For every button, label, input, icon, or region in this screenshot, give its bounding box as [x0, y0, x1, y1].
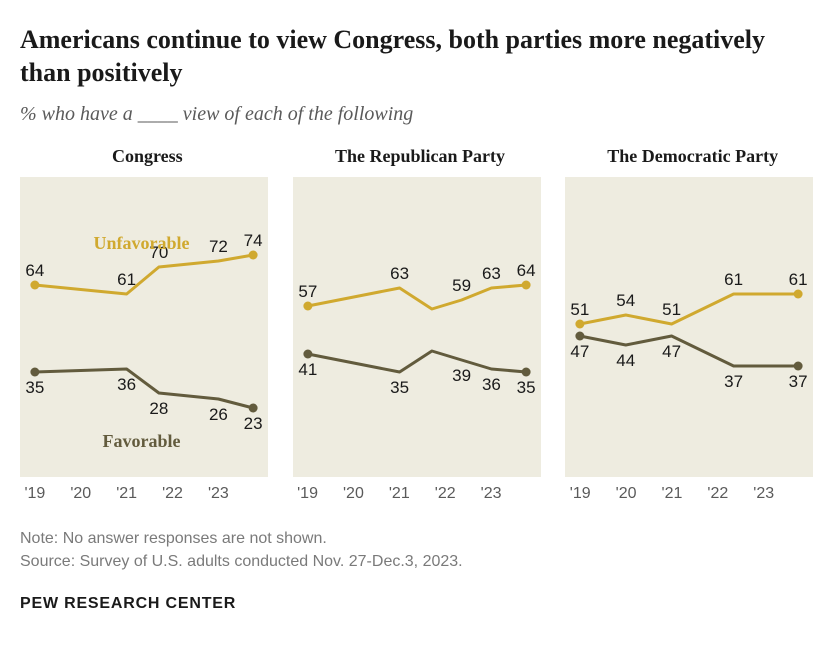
chart-panel: The Republican Party 57 63 59 63 64 41 35 39 36 35…	[293, 146, 548, 505]
value-label: 35	[390, 378, 409, 397]
value-label: 59	[452, 276, 471, 295]
value-label: 35	[25, 378, 44, 397]
x-tick: '19	[24, 485, 45, 503]
line-chart: 51 54 51 61 61 47 44 47 37 37	[565, 177, 813, 477]
x-tick: '20	[616, 485, 637, 503]
line-chart: 57 63 59 63 64 41 35 39 36 35	[293, 177, 541, 477]
value-label: 37	[725, 372, 744, 391]
attribution: PEW RESEARCH CENTER	[20, 595, 820, 613]
unfavorable-marker	[303, 302, 312, 311]
x-axis: '19 '20 '21 '22 '23	[293, 485, 541, 505]
x-tick: '21	[116, 485, 137, 503]
favorable-marker	[521, 368, 530, 377]
series-label-unfavorable: Unfavorable	[94, 233, 190, 253]
chart-panels: Congress64617072743536282623UnfavorableF…	[20, 146, 820, 505]
panel-title: Congress	[20, 146, 275, 167]
value-label: 61	[725, 270, 744, 289]
panel-title: The Republican Party	[293, 146, 548, 167]
value-label: 28	[149, 399, 168, 418]
unfavorable-marker	[521, 281, 530, 290]
x-tick: '22	[435, 485, 456, 503]
page-title: Americans continue to view Congress, bot…	[20, 24, 820, 89]
x-tick: '23	[208, 485, 229, 503]
favorable-marker	[30, 368, 39, 377]
value-label: 51	[663, 300, 682, 319]
value-label: 57	[298, 282, 317, 301]
subtitle: % who have a ____ view of each of the fo…	[20, 103, 820, 126]
favorable-marker	[794, 362, 803, 371]
value-label: 61	[117, 270, 136, 289]
value-label: 47	[663, 342, 682, 361]
value-label: 47	[571, 342, 590, 361]
value-label: 61	[789, 270, 808, 289]
favorable-marker	[576, 332, 585, 341]
x-axis: '19 '20 '21 '22 '23	[565, 485, 813, 505]
value-label: 36	[482, 375, 501, 394]
value-label: 26	[209, 405, 228, 424]
value-label: 54	[617, 291, 636, 310]
x-tick: '22	[162, 485, 183, 503]
favorable-marker	[249, 404, 258, 413]
value-label: 64	[516, 261, 535, 280]
value-label: 39	[452, 366, 471, 385]
line-chart: 64617072743536282623UnfavorableFavorable	[20, 177, 268, 477]
x-axis: '19 '20 '21 '22 '23	[20, 485, 268, 505]
value-label: 44	[617, 351, 636, 370]
x-tick: '22	[707, 485, 728, 503]
chart-panel: Congress64617072743536282623UnfavorableF…	[20, 146, 275, 505]
value-label: 63	[390, 264, 409, 283]
value-label: 35	[516, 378, 535, 397]
note-text: Note: No answer responses are not shown.	[20, 527, 820, 550]
x-tick: '19	[297, 485, 318, 503]
x-tick: '19	[570, 485, 591, 503]
value-label: 51	[571, 300, 590, 319]
value-label: 37	[789, 372, 808, 391]
value-label: 23	[244, 414, 263, 433]
unfavorable-marker	[576, 320, 585, 329]
chart-panel: The Democratic Party 51 54 51 61 61 47 44 47 37 37…	[565, 146, 820, 505]
favorable-marker	[303, 350, 312, 359]
value-label: 36	[117, 375, 136, 394]
panel-title: The Democratic Party	[565, 146, 820, 167]
x-tick: '23	[753, 485, 774, 503]
x-tick: '20	[343, 485, 364, 503]
source-text: Source: Survey of U.S. adults conducted …	[20, 550, 820, 573]
unfavorable-marker	[30, 281, 39, 290]
value-label: 41	[298, 360, 317, 379]
value-label: 72	[209, 237, 228, 256]
series-label-favorable: Favorable	[103, 431, 181, 451]
unfavorable-marker	[249, 251, 258, 260]
value-label: 64	[25, 261, 44, 280]
value-label: 63	[482, 264, 501, 283]
x-tick: '21	[389, 485, 410, 503]
unfavorable-marker	[794, 290, 803, 299]
x-tick: '20	[70, 485, 91, 503]
x-tick: '21	[662, 485, 683, 503]
value-label: 74	[244, 231, 263, 250]
x-tick: '23	[481, 485, 502, 503]
